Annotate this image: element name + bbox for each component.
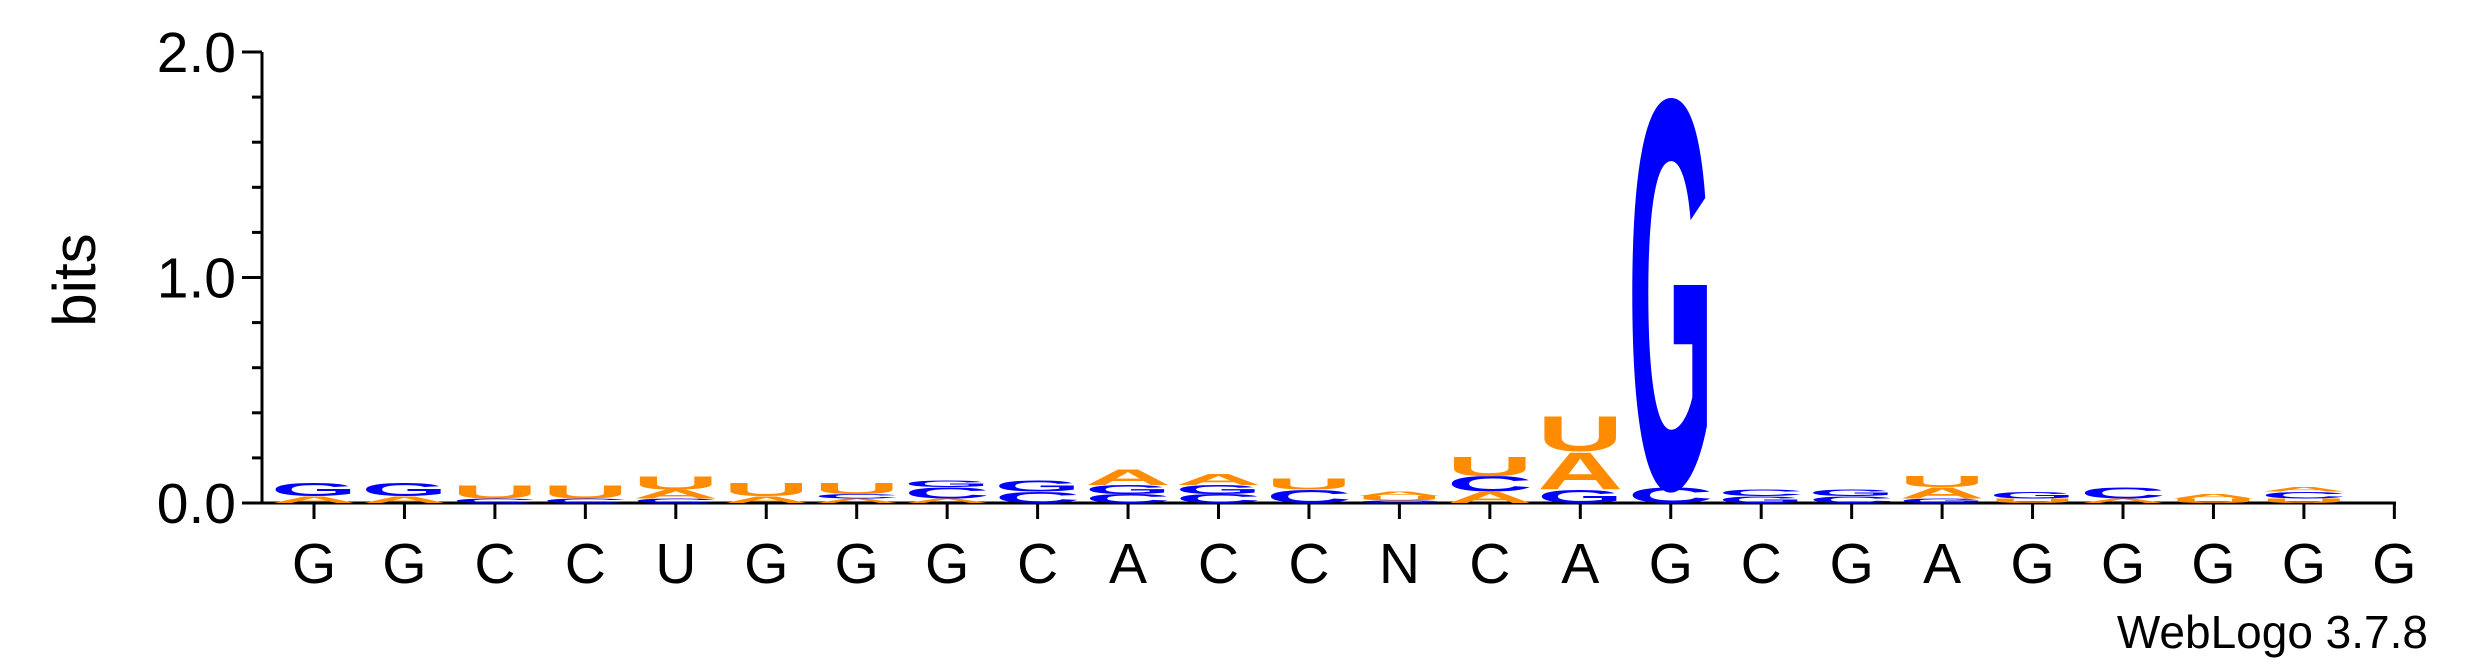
logo-letter: U bbox=[723, 480, 809, 501]
logo-letter: C bbox=[1718, 488, 1804, 498]
y-tick-label: 0.0 bbox=[157, 472, 236, 536]
logo-letter: G bbox=[904, 479, 990, 489]
x-tick-label: G bbox=[1649, 532, 1693, 596]
logo-letter: U bbox=[2261, 497, 2347, 504]
logo-letter: A bbox=[1356, 491, 1442, 498]
x-tick-label: A bbox=[1109, 532, 1147, 596]
logo-letter: G bbox=[1718, 495, 1804, 505]
x-tick-label: G bbox=[2010, 532, 2054, 596]
logo-letter: A bbox=[1537, 441, 1623, 501]
logo-letter: C bbox=[2080, 484, 2166, 502]
x-tick-label: N bbox=[1379, 532, 1420, 596]
logo-letter: U bbox=[633, 473, 719, 494]
x-tick-label: C bbox=[1741, 532, 1782, 596]
logo-letter: C bbox=[633, 497, 719, 504]
logo-letter: G bbox=[361, 480, 447, 501]
logo-letter: C bbox=[1809, 495, 1895, 505]
x-tick-label: A bbox=[1561, 532, 1599, 596]
logo-letter: A bbox=[633, 487, 719, 501]
x-tick-label: G bbox=[2191, 532, 2235, 596]
logo-letter: C bbox=[814, 493, 900, 500]
x-tick-label: G bbox=[2282, 532, 2326, 596]
logo-letter: G bbox=[995, 478, 1081, 496]
logo-letter: C bbox=[995, 489, 1081, 507]
logo-letter: U bbox=[814, 480, 900, 498]
logo-letter: A bbox=[1447, 489, 1533, 507]
logo-letter: G bbox=[1809, 488, 1895, 498]
logo-letter: U bbox=[2170, 497, 2256, 504]
logo-letter: U bbox=[1990, 497, 2076, 504]
logo-letter: C bbox=[1356, 500, 1442, 503]
footer: WebLogo 3.7.8 bbox=[2117, 606, 2428, 658]
x-tick-label: G bbox=[744, 532, 788, 596]
x-tick-label: A bbox=[1923, 532, 1961, 596]
logo-letter: G bbox=[1085, 483, 1171, 497]
x-tick-label: C bbox=[1469, 532, 1510, 596]
logo-letter: A bbox=[723, 495, 809, 505]
logo-letter: A bbox=[904, 497, 990, 504]
logo-letter: G bbox=[1176, 483, 1262, 497]
x-tick-label: C bbox=[474, 532, 515, 596]
logo-letter: C bbox=[1447, 472, 1533, 497]
x-tick-label: G bbox=[382, 532, 426, 596]
logo-letter: U bbox=[1356, 495, 1442, 502]
x-tick-label: G bbox=[2372, 532, 2416, 596]
logo-letter: C bbox=[542, 497, 628, 504]
logo-letter: U bbox=[1899, 473, 1985, 491]
y-axis-label: bits bbox=[41, 233, 108, 326]
x-tick-label: G bbox=[1829, 532, 1873, 596]
x-tick-label: G bbox=[292, 532, 336, 596]
logo-letter: G bbox=[1990, 490, 2076, 500]
logo-letter: C bbox=[1176, 492, 1262, 506]
logo-letter: U bbox=[542, 482, 628, 503]
logo-letter: A bbox=[271, 495, 357, 505]
logo-letter: A bbox=[814, 497, 900, 504]
logo-letter: C bbox=[1266, 486, 1352, 507]
x-tick-label: C bbox=[1198, 532, 1239, 596]
logo-letter: U bbox=[1537, 406, 1623, 462]
x-tick-label: G bbox=[835, 532, 879, 596]
logo-letter: A bbox=[361, 495, 447, 505]
logo-letter: G bbox=[1628, 0, 1714, 606]
logo-letter: A bbox=[1899, 484, 1985, 502]
logo-letter: A bbox=[2170, 493, 2256, 500]
logo-letter: A bbox=[1176, 471, 1262, 489]
y-tick-label: 1.0 bbox=[157, 247, 236, 311]
logo-letter: A bbox=[1085, 465, 1171, 490]
logo-letter: C bbox=[452, 497, 538, 504]
logo-letter: A bbox=[2261, 486, 2347, 493]
x-tick-label: G bbox=[2101, 532, 2145, 596]
logo-letter: G bbox=[271, 480, 357, 501]
logo-letter: G bbox=[1899, 497, 1985, 504]
logo-letter: G bbox=[1537, 486, 1623, 507]
x-tick-label: G bbox=[925, 532, 969, 596]
logo-letter: C bbox=[904, 484, 990, 502]
x-tick-label: C bbox=[1288, 532, 1329, 596]
logo-letter: C bbox=[1085, 492, 1171, 506]
logo-letter: U bbox=[1447, 450, 1533, 482]
logo-letter: U bbox=[452, 482, 538, 503]
logo-letter: C bbox=[1628, 483, 1714, 508]
x-tick-label: C bbox=[1017, 532, 1058, 596]
y-tick-label: 2.0 bbox=[157, 21, 236, 85]
logo-letter: C bbox=[2261, 490, 2347, 500]
x-tick-label: U bbox=[655, 532, 696, 596]
x-tick-label: C bbox=[565, 532, 606, 596]
logo-letter: U bbox=[1266, 475, 1352, 493]
logo-letter: A bbox=[2080, 497, 2166, 504]
